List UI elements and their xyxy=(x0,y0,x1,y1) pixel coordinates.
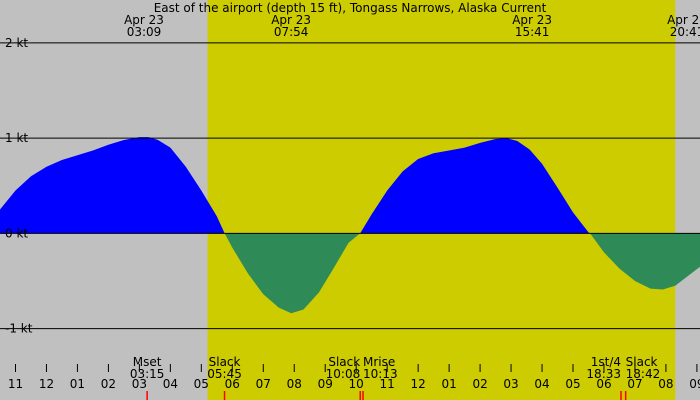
ebb-current-area xyxy=(224,233,700,314)
x-tick-label: 01 xyxy=(441,377,456,391)
top-annotation-time: 07:54 xyxy=(274,25,309,39)
event-time: 05:45 xyxy=(207,367,242,381)
y-axis-labels: 2 kt 1 kt 0 kt -1 kt xyxy=(5,36,33,336)
x-tick-label: 02 xyxy=(101,377,116,391)
x-tick-label: 08 xyxy=(658,377,673,391)
x-axis: 11 12 01 02 03 04 05 06 07 08 09 10 11 12 01 02 03 04 05 06… xyxy=(8,364,700,391)
top-annotation-time: 20:41 xyxy=(670,25,700,39)
x-tick-label: 02 xyxy=(472,377,487,391)
current-fill-areas xyxy=(0,137,700,314)
x-tick-label: 08 xyxy=(287,377,302,391)
top-annotation-date: Apr 23 xyxy=(512,13,552,27)
top-annotation-date: Apr 23 xyxy=(271,13,311,27)
chart-title: East of the airport (depth 15 ft), Tonga… xyxy=(154,1,547,15)
x-tick-label: 11 xyxy=(8,377,23,391)
x-tick-label: 10 xyxy=(349,377,364,391)
top-annotation-date: Apr 23 xyxy=(124,13,164,27)
x-tick-label: 04 xyxy=(163,377,178,391)
event-name: Slack xyxy=(626,355,658,369)
y-tick-label: 0 kt xyxy=(5,226,28,240)
x-tick-label: 06 xyxy=(596,377,611,391)
top-annotation-time: 15:41 xyxy=(515,25,550,39)
x-tick-label: 01 xyxy=(70,377,85,391)
x-tick-label: 09 xyxy=(689,377,700,391)
event-time: 03:15 xyxy=(130,367,165,381)
x-tick-label: 06 xyxy=(225,377,240,391)
flood-current-area xyxy=(0,137,700,234)
event-time: 18:42 xyxy=(626,367,661,381)
y-tick-label: 1 kt xyxy=(5,131,28,145)
horizontal-gridlines xyxy=(0,42,700,330)
x-tick-label: 05 xyxy=(194,377,209,391)
x-tick-label: 12 xyxy=(39,377,54,391)
y-tick-label: 2 kt xyxy=(5,36,28,50)
x-tick-label: 09 xyxy=(318,377,333,391)
event-name: Slack xyxy=(328,355,360,369)
event-time: 10:13 xyxy=(363,367,398,381)
x-tick-label: 03 xyxy=(132,377,147,391)
top-annotation-time: 03:09 xyxy=(127,25,162,39)
x-tick-label: 07 xyxy=(256,377,271,391)
x-tick-label: 12 xyxy=(411,377,426,391)
event-name: 1st/4 xyxy=(591,355,621,369)
y-tick-label: -1 kt xyxy=(5,322,33,336)
x-tick-label: 03 xyxy=(503,377,518,391)
event-name: Mset xyxy=(133,355,162,369)
x-tick-label: 05 xyxy=(565,377,580,391)
x-tick-label: 07 xyxy=(627,377,642,391)
top-annotation-date: Apr 23 xyxy=(667,13,700,27)
x-tick-label: 11 xyxy=(380,377,395,391)
event-time: 10:08 xyxy=(326,367,361,381)
event-time: 18:33 xyxy=(586,367,621,381)
x-tick-label: 04 xyxy=(534,377,549,391)
